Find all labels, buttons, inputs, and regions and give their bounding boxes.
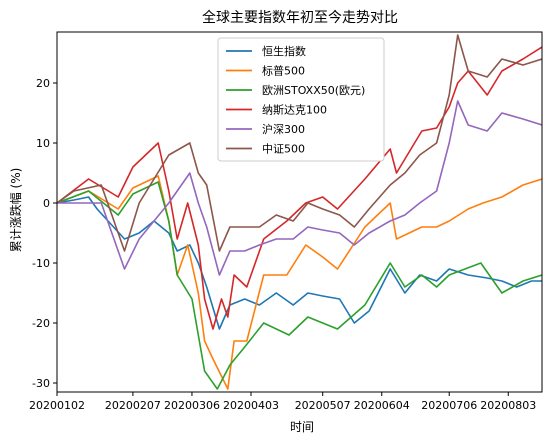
- chart-title: 全球主要指数年初至今走势对比: [202, 9, 398, 26]
- legend-label: 欧洲STOXX50(欧元): [262, 84, 365, 97]
- y-tick-label: 0: [43, 197, 50, 210]
- x-tick-label: 20200306: [164, 399, 220, 412]
- x-tick-label: 20200706: [421, 399, 477, 412]
- legend-box: [217, 37, 385, 162]
- plot-frame: [56, 31, 543, 393]
- y-tick-label: 20: [36, 77, 50, 90]
- legend-label: 纳斯达克100: [262, 104, 327, 117]
- x-tick-label: 20200102: [29, 399, 85, 412]
- legend-label: 恒生指数: [262, 44, 306, 58]
- x-tick-label: 20200403: [223, 399, 279, 412]
- series-line-5: [57, 100, 542, 276]
- series-line-3: [57, 181, 542, 390]
- x-tick-label: 20200507: [295, 399, 351, 412]
- x-tick-label: 20200604: [354, 399, 410, 412]
- x-tick-label: 20200207: [105, 399, 161, 412]
- legend-label: 标普500: [262, 64, 305, 78]
- series-line-6: [57, 34, 542, 252]
- x-axis: 20200102 20200207 20200306 20200403 20200507…: [29, 392, 536, 412]
- y-axis-label: 累计涨跌幅 (%): [8, 168, 23, 253]
- legend-label: 中证500: [262, 143, 305, 156]
- y-axis: -30 -20 -10 0 10 20: [32, 77, 57, 390]
- series-line-1: [57, 196, 542, 330]
- x-axis-label: 时间: [290, 420, 314, 434]
- y-tick-label: -20: [32, 317, 50, 330]
- series-line-4: [57, 46, 542, 330]
- y-tick-label: -10: [32, 257, 50, 270]
- legend-label: 沪深300: [262, 122, 305, 136]
- y-tick-label: -30: [32, 377, 50, 390]
- x-tick-label: 20200803: [480, 399, 536, 412]
- y-tick-label: 10: [36, 137, 50, 150]
